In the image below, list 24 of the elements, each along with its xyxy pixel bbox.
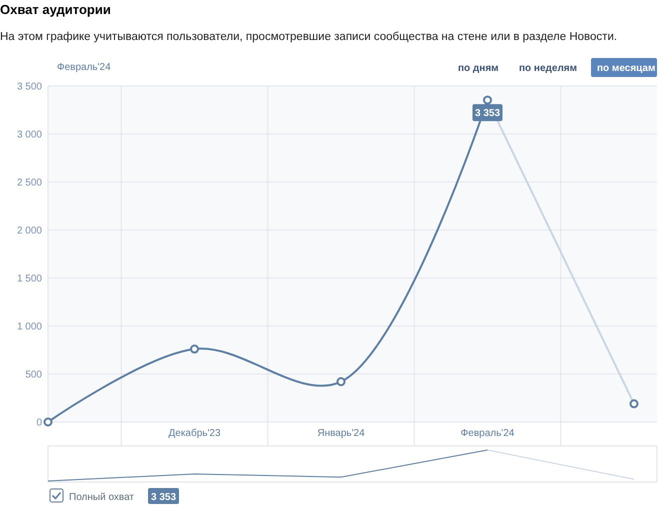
text: Февраль'24 [57, 62, 112, 73]
legend-label: Полный охват [69, 492, 134, 503]
y-tick-label: 2 000 [16, 226, 42, 236]
y-tick-label: 1 000 [16, 322, 42, 332]
text: 3 353 [150, 492, 176, 503]
y-tick-label: 500 [25, 370, 42, 380]
chart-title: Охват аудитории [0, 2, 111, 17]
point [44, 418, 52, 426]
x-tick-label: Декабрь'23 [168, 428, 221, 439]
point [190, 344, 199, 354]
x-tick-label: Январь'24 [317, 428, 366, 439]
y-tick-label: 3 500 [16, 82, 42, 92]
y-tick-label: 0 [36, 418, 42, 428]
y-tick-label: 1 500 [16, 274, 42, 284]
point [483, 96, 492, 105]
y-tick-label: 3 000 [16, 130, 42, 140]
point [336, 377, 346, 386]
text: по неделям [519, 63, 578, 74]
y-tick-label: 2 500 [16, 178, 42, 188]
chart-subtitle: На этом графике учитываются пользователи, просмотревшие записи сообщества на стене или в разделе Новости. [0, 31, 618, 43]
text: по дням [458, 63, 499, 74]
text: по месяцам [597, 63, 656, 74]
x-tick-label: Февраль'24 [460, 428, 515, 439]
annotation: 3 353 [474, 108, 500, 120]
